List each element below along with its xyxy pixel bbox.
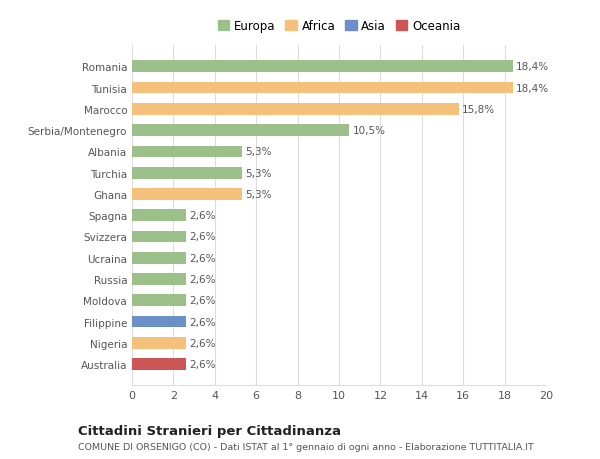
Legend: Europa, Africa, Asia, Oceania: Europa, Africa, Asia, Oceania	[215, 18, 463, 35]
Text: 18,4%: 18,4%	[516, 84, 549, 93]
Text: 5,3%: 5,3%	[245, 168, 271, 178]
Text: 2,6%: 2,6%	[189, 338, 215, 348]
Bar	[132, 231, 186, 243]
Text: 18,4%: 18,4%	[516, 62, 549, 72]
Text: 10,5%: 10,5%	[352, 126, 385, 136]
Bar	[132, 104, 459, 116]
Text: 2,6%: 2,6%	[189, 253, 215, 263]
Text: 2,6%: 2,6%	[189, 274, 215, 285]
Text: Cittadini Stranieri per Cittadinanza: Cittadini Stranieri per Cittadinanza	[78, 424, 341, 437]
Bar	[132, 295, 186, 307]
Text: 5,3%: 5,3%	[245, 190, 271, 200]
Bar	[132, 62, 513, 73]
Bar	[132, 83, 513, 94]
Text: 2,6%: 2,6%	[189, 359, 215, 369]
Bar	[132, 358, 186, 370]
Text: 5,3%: 5,3%	[245, 147, 271, 157]
Bar	[132, 316, 186, 328]
Text: 2,6%: 2,6%	[189, 296, 215, 306]
Bar	[132, 274, 186, 285]
Bar	[132, 252, 186, 264]
Text: 2,6%: 2,6%	[189, 232, 215, 242]
Bar	[132, 168, 242, 179]
Text: 15,8%: 15,8%	[462, 105, 495, 115]
Text: COMUNE DI ORSENIGO (CO) - Dati ISTAT al 1° gennaio di ogni anno - Elaborazione T: COMUNE DI ORSENIGO (CO) - Dati ISTAT al …	[78, 442, 534, 451]
Bar	[132, 210, 186, 222]
Bar	[132, 125, 349, 137]
Bar	[132, 146, 242, 158]
Bar	[132, 337, 186, 349]
Text: 2,6%: 2,6%	[189, 211, 215, 221]
Text: 2,6%: 2,6%	[189, 317, 215, 327]
Bar	[132, 189, 242, 200]
